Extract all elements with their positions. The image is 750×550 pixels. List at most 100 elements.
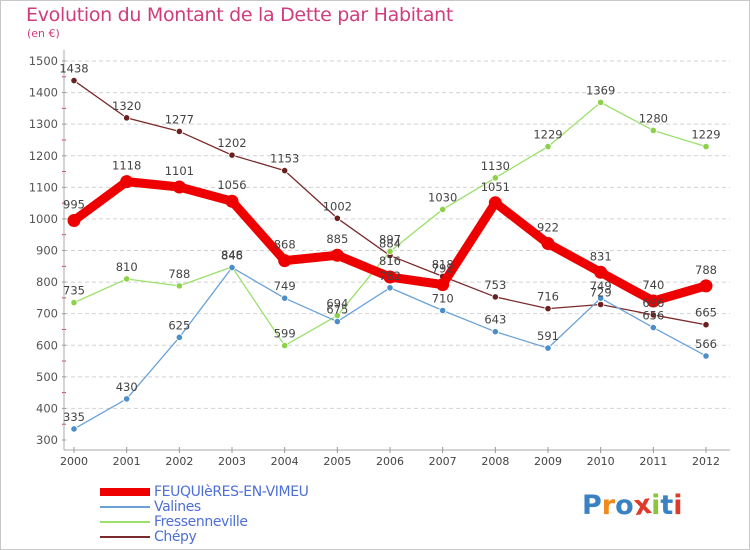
legend-item-valines: Valines <box>100 498 309 515</box>
data-label-ch-py: 1202 <box>217 136 246 150</box>
y-axis-unit: (en €) <box>27 27 60 40</box>
data-label-feuqui-res-en-vimeu: 1056 <box>217 178 246 192</box>
data-label-fressenneville: 694 <box>326 297 348 311</box>
x-tick-label: 2004 <box>271 455 299 468</box>
y-tick-label: 1400 <box>29 86 58 100</box>
y-tick-label: 600 <box>36 338 58 352</box>
x-tick-label: 2003 <box>218 455 246 468</box>
logo-letter: r <box>601 490 616 521</box>
data-point-feuqui-res-en-vimeu <box>488 196 502 210</box>
data-label-valines: 625 <box>168 318 190 332</box>
data-point-fressenneville <box>175 282 183 290</box>
data-point-fressenneville <box>649 126 657 135</box>
x-tick-label: 2009 <box>534 455 562 468</box>
data-label-valines: 846 <box>221 249 243 263</box>
data-label-fressenneville: 897 <box>379 232 401 246</box>
data-label-valines: 566 <box>695 337 717 351</box>
data-point-valines <box>333 317 341 326</box>
chart-title: Evolution du Montant de la Dette par Hab… <box>26 4 454 26</box>
data-label-feuqui-res-en-vimeu: 792 <box>432 262 454 276</box>
data-point-fressenneville <box>123 275 131 283</box>
data-point-fressenneville <box>491 174 499 182</box>
data-label-fressenneville: 599 <box>274 327 296 341</box>
data-point-ch-py <box>544 305 552 313</box>
legend-label-feuquieres: FEUQUIèRES-EN-VIMEU <box>154 483 309 500</box>
data-label-fressenneville: 1229 <box>691 128 720 142</box>
legend-item-feuquieres: FEUQUIèRES-EN-VIMEU <box>100 483 309 500</box>
data-point-fressenneville <box>439 205 447 214</box>
data-point-ch-py <box>123 114 131 122</box>
x-tick-label: 2000 <box>60 455 88 468</box>
data-point-valines <box>228 263 236 272</box>
x-tick-label: 2010 <box>587 455 615 468</box>
data-label-fressenneville: 1280 <box>639 111 668 125</box>
legend-label-chepy: Chépy <box>154 528 197 545</box>
legend-label-valines: Valines <box>154 498 201 515</box>
data-label-feuqui-res-en-vimeu: 788 <box>695 263 717 277</box>
x-tick-label: 2007 <box>429 455 457 468</box>
data-label-valines: 656 <box>642 309 664 323</box>
data-label-ch-py: 1277 <box>165 112 194 126</box>
data-point-ch-py <box>702 321 710 329</box>
data-point-feuqui-res-en-vimeu <box>699 279 713 293</box>
data-label-valines: 710 <box>432 292 454 306</box>
data-label-valines: 430 <box>116 380 138 394</box>
logo-letter: t <box>660 490 674 521</box>
data-point-valines <box>386 284 394 292</box>
logo-letter: P <box>582 490 602 521</box>
x-tick-label: 2012 <box>692 455 720 468</box>
data-label-valines: 782 <box>379 269 401 283</box>
data-label-fressenneville: 1369 <box>586 83 615 97</box>
y-tick-label: 800 <box>36 275 58 289</box>
data-label-feuqui-res-en-vimeu: 885 <box>326 232 348 246</box>
data-label-fressenneville: 788 <box>168 267 190 281</box>
data-point-valines <box>702 352 710 360</box>
data-point-valines <box>123 395 131 403</box>
data-point-valines <box>70 425 78 433</box>
data-label-ch-py: 753 <box>484 278 506 292</box>
data-point-ch-py <box>70 76 78 85</box>
data-label-ch-py: 729 <box>590 286 612 300</box>
y-tick-label: 1300 <box>29 117 58 131</box>
data-label-valines: 749 <box>590 279 612 293</box>
data-label-ch-py: 665 <box>695 306 717 320</box>
data-point-fressenneville <box>544 142 552 151</box>
data-point-ch-py <box>649 311 657 319</box>
data-point-valines <box>491 328 499 336</box>
y-tick-label: 500 <box>36 370 58 384</box>
data-point-feuqui-res-en-vimeu <box>646 294 660 308</box>
logo-letter: o <box>615 490 634 521</box>
x-tick-label: 2001 <box>113 455 141 468</box>
data-label-ch-py: 818 <box>432 257 454 271</box>
legend-item-fressenneville: Fressenneville <box>100 513 309 530</box>
data-point-ch-py <box>175 127 183 136</box>
legend-label-fressenneville: Fressenneville <box>154 513 248 530</box>
data-point-feuqui-res-en-vimeu <box>67 213 81 227</box>
legend-swatch-feuquieres <box>100 487 150 496</box>
data-point-feuqui-res-en-vimeu <box>225 194 239 208</box>
data-point-valines <box>544 344 552 352</box>
data-label-feuqui-res-en-vimeu: 1051 <box>481 180 510 194</box>
data-point-feuqui-res-en-vimeu <box>436 278 450 292</box>
data-label-feuqui-res-en-vimeu: 1118 <box>112 159 141 173</box>
y-tick-label: 900 <box>36 244 58 258</box>
legend-swatch-chepy <box>100 535 150 538</box>
data-point-feuqui-res-en-vimeu <box>172 180 186 194</box>
data-label-feuqui-res-en-vimeu: 868 <box>274 238 296 252</box>
data-point-valines <box>175 333 183 341</box>
data-label-fressenneville: 735 <box>63 284 85 298</box>
data-point-feuqui-res-en-vimeu <box>383 270 397 284</box>
data-point-valines <box>281 294 289 302</box>
x-tick-label: 2006 <box>376 455 404 468</box>
data-point-valines <box>597 294 605 302</box>
y-tick-label: 700 <box>36 307 58 321</box>
data-label-fressenneville: 1030 <box>428 190 457 204</box>
data-label-ch-py: 1438 <box>59 62 88 76</box>
y-tick-label: 400 <box>36 401 58 415</box>
data-point-feuqui-res-en-vimeu <box>330 248 344 262</box>
data-label-ch-py: 1153 <box>270 152 299 166</box>
data-point-ch-py <box>491 293 499 301</box>
y-tick-label: 1500 <box>29 54 58 68</box>
y-tick-label: 1200 <box>29 149 58 163</box>
data-label-feuqui-res-en-vimeu: 1101 <box>165 164 194 178</box>
